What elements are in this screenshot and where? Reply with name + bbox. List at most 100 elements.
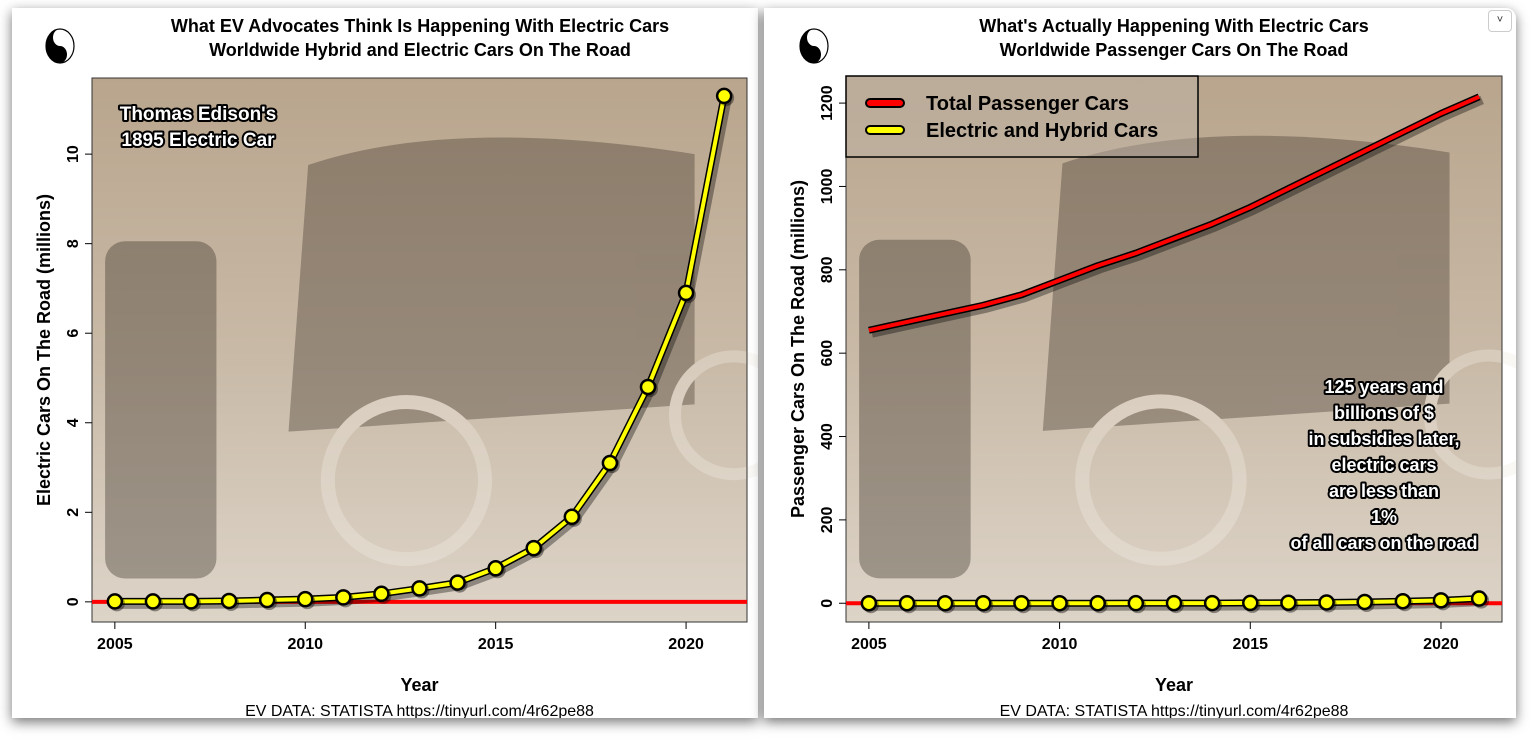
y-tick-label: 800 — [819, 256, 836, 283]
chart-left: What EV Advocates Think Is Happening Wit… — [34, 16, 758, 718]
annotation-line: Thomas Edison's — [120, 104, 277, 125]
data-point — [1013, 594, 1030, 612]
logo-dot-white — [811, 35, 817, 41]
y-tick-label: 8 — [65, 239, 82, 248]
y-tick-label: 2 — [65, 508, 82, 517]
x-tick-label: 2015 — [478, 636, 514, 653]
data-point — [182, 593, 200, 610]
annotation-line: of all cars on the road — [1290, 533, 1477, 553]
car-body — [288, 137, 695, 432]
data-point — [1203, 594, 1221, 612]
annotation-line: billions of $ — [1334, 403, 1434, 423]
data-point — [1051, 594, 1068, 612]
logo-dot-black — [57, 52, 63, 58]
y-tick-label: 4 — [65, 418, 82, 427]
plot-background — [846, 76, 1502, 622]
y-tick-label: 600 — [819, 340, 836, 367]
data-point — [715, 87, 733, 105]
y-tick-label: 200 — [819, 506, 836, 533]
data-point — [525, 539, 542, 557]
x-tick-label: 2020 — [668, 636, 704, 653]
legend-box — [845, 75, 1199, 158]
data-point — [335, 589, 352, 606]
annotation-line: electric cars — [1331, 455, 1436, 475]
data-point — [1356, 593, 1373, 611]
data-point — [639, 378, 657, 396]
car-photo-silhouette — [105, 137, 758, 579]
data-point — [860, 594, 878, 612]
data-point — [297, 590, 314, 608]
chart-panel-left: What EV Advocates Think Is Happening Wit… — [12, 8, 758, 718]
data-point — [487, 560, 504, 577]
annotation-line: are less than — [1329, 481, 1439, 501]
data-point — [144, 593, 162, 610]
y-tick-label: 0 — [819, 599, 836, 608]
data-point — [106, 593, 124, 610]
x-tick-label: 2005 — [851, 636, 887, 653]
y-axis-label: Passenger Cars On The Road (millions) — [788, 180, 808, 518]
plot-background — [92, 78, 747, 622]
data-point — [936, 594, 954, 612]
y-tick-label: 10 — [65, 145, 82, 163]
y-tick-label: 1200 — [819, 85, 836, 121]
logo-dot-white — [57, 35, 63, 41]
x-axis-label: Year — [400, 675, 438, 695]
car-wheel — [1423, 349, 1516, 480]
data-point — [373, 585, 390, 603]
data-point — [1280, 594, 1297, 611]
x-tick-label: 2005 — [97, 636, 133, 653]
y-tick-label: 400 — [819, 423, 836, 450]
source-caption: EV DATA: STATISTA https://tinyurl.com/4r… — [1000, 703, 1349, 718]
data-point — [1394, 592, 1412, 610]
data-point — [220, 592, 238, 610]
legend-label: Electric and Hybrid Cars — [926, 120, 1158, 142]
person-figure — [105, 241, 217, 579]
data-point — [601, 454, 619, 472]
car-body — [1042, 135, 1450, 431]
source-caption: EV DATA: STATISTA https://tinyurl.com/4r… — [245, 703, 594, 718]
data-point — [1165, 594, 1183, 612]
y-axis-label: Electric Cars On The Road (millions) — [34, 194, 54, 506]
data-point — [563, 508, 581, 526]
x-tick-label: 2015 — [1232, 636, 1268, 653]
chart-right: What's Actually Happening With Electric … — [788, 16, 1516, 718]
data-point — [1089, 594, 1106, 612]
y-tick-label: 0 — [65, 597, 82, 606]
chart-title: What's Actually Happening With Electric … — [979, 16, 1369, 36]
data-point — [1432, 592, 1450, 609]
chart-subtitle: Worldwide Passenger Cars On The Road — [1000, 40, 1349, 60]
logo-icon — [45, 28, 75, 64]
chart-title: What EV Advocates Think Is Happening Wit… — [171, 16, 669, 36]
series-line-total-passenger-cars — [868, 95, 1480, 333]
annotation-line: in subsidies later, — [1308, 429, 1459, 449]
logo-icon — [799, 28, 829, 64]
data-point — [258, 591, 276, 609]
data-point — [449, 574, 466, 591]
plot-border — [91, 77, 748, 623]
car-wheel — [668, 350, 758, 481]
data-point — [411, 580, 428, 597]
data-point — [975, 594, 992, 612]
y-tick-label: 6 — [65, 329, 82, 338]
chart-subtitle: Worldwide Hybrid and Electric Cars On Th… — [209, 40, 631, 60]
x-tick-label: 2020 — [1423, 636, 1459, 653]
data-point — [677, 284, 695, 302]
chevron-down-icon[interactable]: ˅ — [1488, 10, 1512, 32]
data-point — [1318, 594, 1335, 611]
annotation-line: 1895 Electric Car — [121, 130, 275, 151]
y-tick-label: 1000 — [819, 169, 836, 205]
logo-dot-black — [811, 52, 817, 58]
data-point — [898, 594, 916, 612]
data-point — [1242, 594, 1259, 612]
car-wheel — [320, 394, 492, 567]
legend-label: Total Passenger Cars — [926, 93, 1129, 115]
annotation-line: 125 years and — [1324, 377, 1443, 397]
x-tick-label: 2010 — [1042, 636, 1078, 653]
data-point — [1470, 590, 1488, 607]
car-wheel — [1075, 394, 1247, 566]
person-figure — [859, 239, 971, 579]
x-tick-label: 2010 — [287, 636, 323, 653]
annotation-line: 1% — [1371, 507, 1397, 527]
x-axis-label: Year — [1155, 675, 1193, 695]
data-point — [1127, 594, 1145, 612]
